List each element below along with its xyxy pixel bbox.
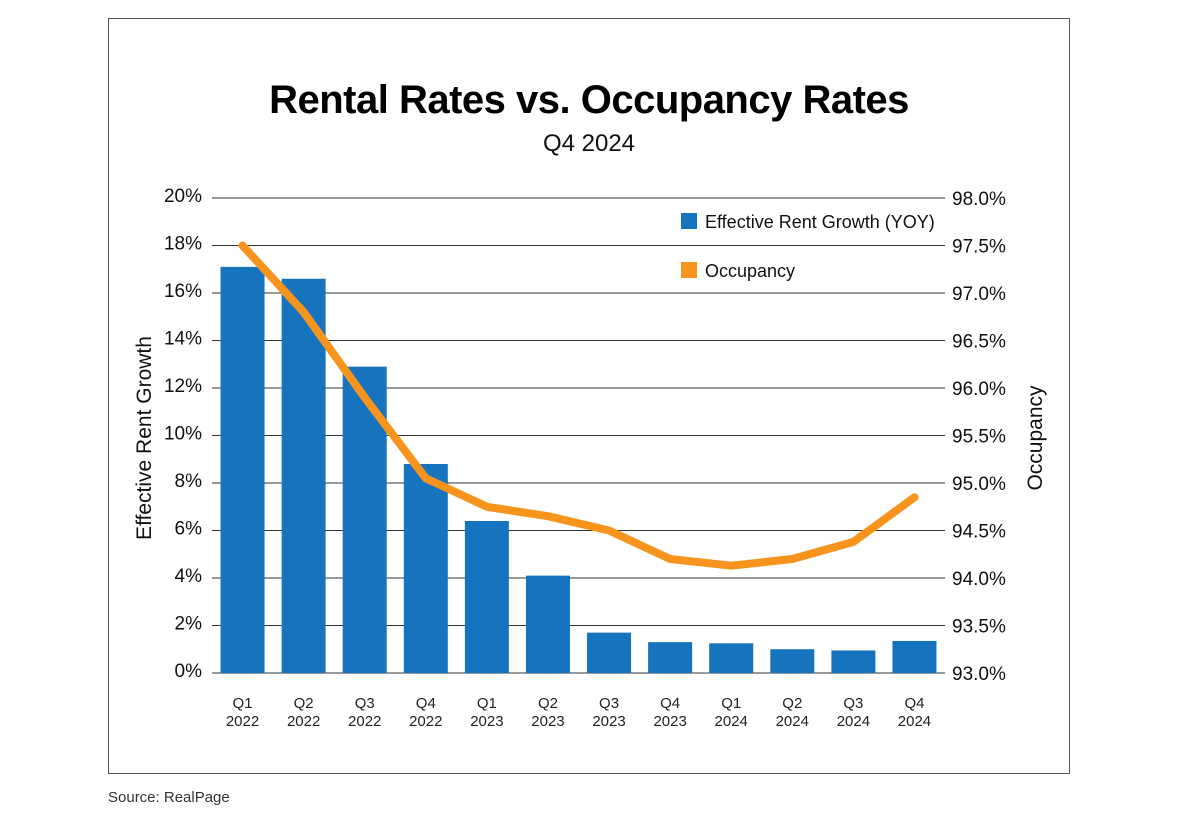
chart-frame	[108, 18, 1070, 774]
right-tick-label: 94.0%	[952, 569, 1006, 590]
left-tick-label: 2%	[175, 614, 203, 635]
category-quarter: Q4	[416, 695, 436, 712]
bar	[831, 650, 876, 673]
gridlines	[212, 197, 945, 674]
left-axis-ticks: 0% 2% 4% 6% 8% 10% 12% 14% 16% 18% 20%	[164, 186, 202, 682]
left-tick-label: 12%	[164, 376, 202, 397]
right-tick-label: 95.0%	[952, 474, 1006, 495]
category-quarter: Q4	[660, 695, 680, 712]
category-quarter: Q3	[843, 695, 863, 712]
category-quarter: Q4	[904, 695, 924, 712]
right-tick-label: 98.0%	[952, 189, 1006, 210]
left-tick-label: 14%	[164, 329, 202, 350]
bar	[770, 649, 815, 673]
occupancy-series	[238, 241, 919, 570]
chart-title: Rental Rates vs. Occupancy Rates	[269, 78, 909, 122]
bar	[892, 640, 937, 673]
category-quarter: Q2	[782, 695, 802, 712]
category-year: 2023	[470, 713, 503, 730]
legend-swatch-occupancy	[681, 262, 697, 278]
right-tick-label: 93.5%	[952, 617, 1006, 638]
left-tick-label: 20%	[164, 186, 202, 207]
left-tick-label: 18%	[164, 234, 202, 255]
bar	[525, 575, 570, 673]
occupancy-line	[238, 241, 919, 570]
source-note: Source: RealPage	[108, 789, 230, 806]
right-axis-ticks: 93.0% 93.5% 94.0% 94.5% 95.0% 95.5% 96.0% 96.5%…	[952, 189, 1006, 685]
category-year: 2022	[409, 713, 442, 730]
legend-label-rent: Effective Rent Growth (YOY)	[705, 212, 935, 232]
category-quarter: Q3	[599, 695, 619, 712]
bar	[464, 521, 509, 673]
bar	[403, 464, 448, 673]
category-year: 2023	[592, 713, 625, 730]
right-axis-title: Occupancy	[1024, 385, 1047, 491]
right-tick-label: 97.0%	[952, 284, 1006, 305]
right-tick-label: 96.5%	[952, 332, 1006, 353]
category-quarter: Q2	[294, 695, 314, 712]
category-quarter: Q1	[477, 695, 497, 712]
bar	[648, 642, 693, 673]
right-tick-label: 96.0%	[952, 379, 1006, 400]
right-tick-label: 94.5%	[952, 522, 1006, 543]
chart-svg: 0%2%4%6%8%10%12%14%16%18%20% 93.0%93.5%9…	[133, 186, 1047, 730]
category-quarter: Q1	[721, 695, 741, 712]
bar	[281, 278, 326, 673]
left-tick-label: 16%	[164, 281, 202, 302]
right-tick-label: 93.0%	[952, 664, 1006, 685]
chart-subtitle: Q4 2024	[542, 130, 636, 157]
bar	[587, 632, 632, 673]
category-quarter: Q1	[233, 695, 253, 712]
left-tick-label: 4%	[175, 566, 203, 587]
left-tick-label: 0%	[175, 661, 203, 682]
category-year: 2024	[776, 713, 809, 730]
bar	[220, 266, 265, 673]
right-tick-label: 95.5%	[952, 427, 1006, 448]
category-quarter: Q2	[538, 695, 558, 712]
left-tick-label: 10%	[164, 424, 202, 445]
legend-swatch-rent	[681, 213, 697, 229]
category-year: 2024	[898, 713, 931, 730]
legend-label-occupancy: Occupancy	[705, 261, 795, 281]
category-year: 2024	[837, 713, 870, 730]
category-year: 2022	[348, 713, 381, 730]
category-year: 2024	[715, 713, 748, 730]
left-tick-label: 6%	[175, 519, 203, 540]
category-quarter: Q3	[355, 695, 375, 712]
right-tick-label: 97.5%	[952, 237, 1006, 258]
left-tick-label: 8%	[175, 471, 203, 492]
category-labels: Q12022Q22022Q32022Q42022Q12023Q22023Q320…	[226, 695, 931, 730]
category-year: 2023	[653, 713, 686, 730]
category-year: 2022	[287, 713, 320, 730]
category-year: 2023	[531, 713, 564, 730]
bar	[709, 643, 754, 673]
legend: Effective Rent Growth (YOY) Occupancy	[681, 212, 935, 281]
category-year: 2022	[226, 713, 259, 730]
left-axis-title: Effective Rent Growth	[133, 336, 156, 540]
bar-series	[220, 266, 937, 673]
